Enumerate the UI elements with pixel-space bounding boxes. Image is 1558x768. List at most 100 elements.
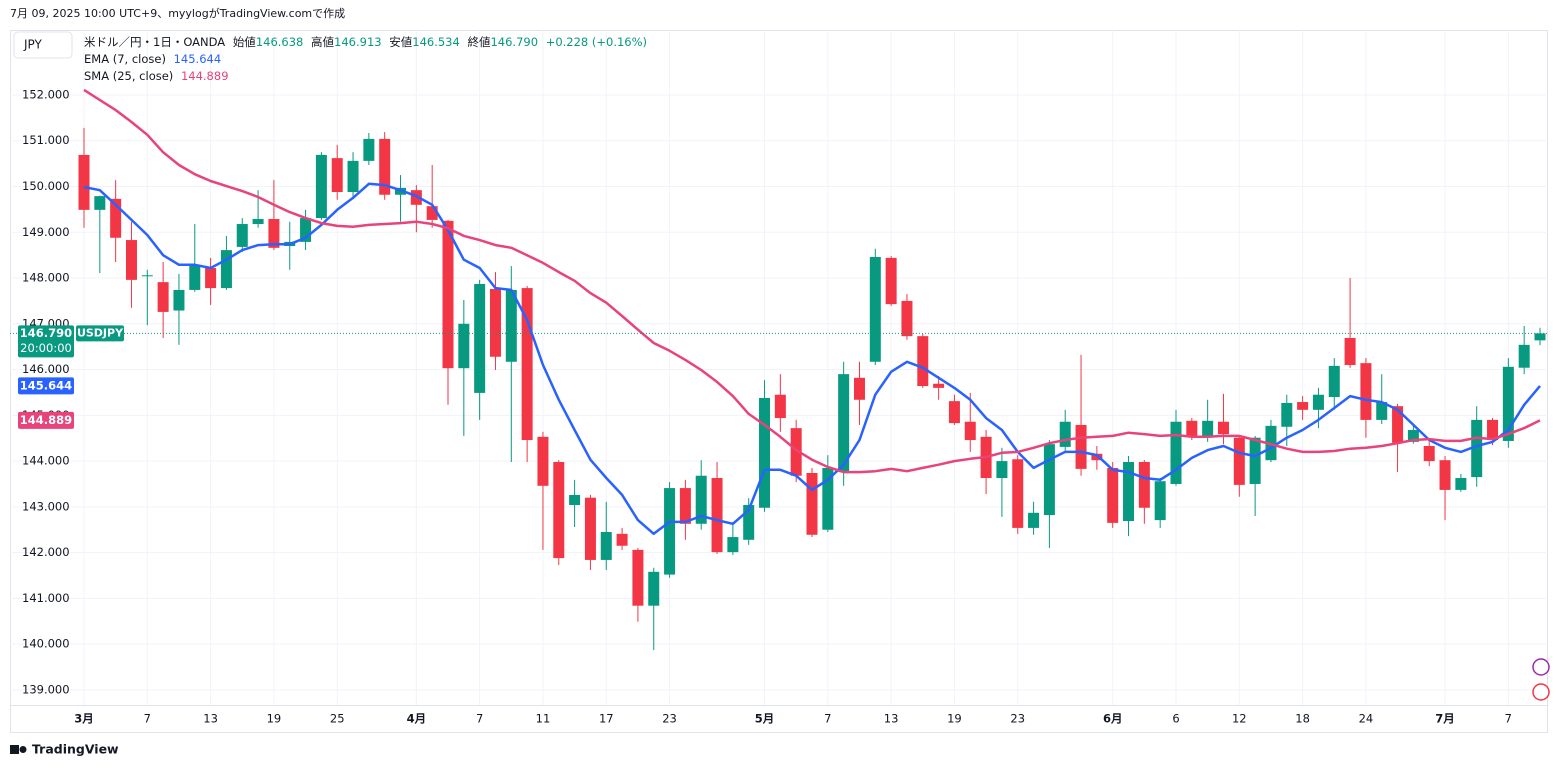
candle-body [869, 256, 881, 362]
y-tick-label: 150.000 [22, 179, 70, 193]
candle-body [901, 300, 913, 337]
y-tick-label: 143.000 [22, 499, 70, 513]
candle-body [1281, 402, 1293, 427]
y-tick-label: 148.000 [22, 271, 70, 285]
candle-body [1249, 437, 1261, 484]
caption: 7月 09, 2025 10:00 UTC+9、myylogがTradingVi… [10, 6, 345, 20]
currency-button[interactable] [13, 31, 73, 59]
ohlc-value: 146.790 [490, 35, 538, 49]
candle-body [315, 154, 327, 219]
candle-body [505, 289, 517, 362]
candle-body [727, 537, 739, 553]
y-tick-label: 144.000 [22, 454, 70, 468]
brand: TradingView [32, 742, 119, 757]
candle-body [363, 138, 375, 161]
x-tick-label: 7 [476, 712, 483, 726]
event-icon[interactable] [1532, 658, 1550, 676]
candle-body [1028, 512, 1040, 528]
candle-body [1233, 437, 1245, 485]
candle-body [711, 478, 723, 553]
x-tick-label: 12 [1232, 712, 1247, 726]
candle-body [379, 138, 391, 195]
candle-body [1012, 459, 1024, 528]
candle-body [933, 383, 945, 388]
candle-body [141, 275, 153, 277]
indicator-badge-label: 145.644 [20, 378, 72, 392]
candle-body [78, 154, 90, 210]
y-tick-label: 149.000 [22, 225, 70, 239]
candle-body [1376, 402, 1388, 420]
x-tick-label: 7月 [1435, 712, 1455, 726]
candle-body [252, 219, 264, 225]
candle-body [1534, 333, 1546, 341]
x-tick-label: 7 [1505, 712, 1512, 726]
candle-body [664, 488, 676, 575]
candle-body [1091, 453, 1103, 461]
ohlc-label: 始値 [233, 35, 256, 49]
x-tick-label: 6 [1172, 712, 1179, 726]
legend-main: 米ドル／円・1日・OANDA 始値146.638 高値146.913 安値146… [84, 35, 647, 49]
x-tick-label: 19 [267, 712, 282, 726]
candle-body [774, 394, 786, 419]
y-tick-label: 140.000 [22, 637, 70, 651]
ohlc-label: 高値 [311, 35, 334, 49]
x-tick-label: 17 [599, 712, 614, 726]
y-tick-label: 139.000 [22, 682, 70, 696]
x-tick-label: 19 [947, 712, 962, 726]
overlay: 139.000 140.000 141.000 142.000 143.000 144.0… [10, 87, 1548, 726]
candle-body [300, 218, 312, 242]
candle-body [1487, 419, 1499, 441]
candle-body [964, 421, 976, 441]
x-tick-label: 23 [1010, 712, 1025, 726]
candle-body [790, 428, 802, 476]
y-tick-label: 151.000 [22, 133, 70, 147]
candle-body [331, 158, 343, 192]
currency-button-label[interactable]: JPY [23, 38, 43, 52]
y-tick-label: 146.000 [22, 362, 70, 376]
legend-ema: EMA (7, close) 145.644 [84, 52, 221, 66]
x-tick-label: 13 [884, 712, 899, 726]
candle-body [474, 283, 486, 393]
candle-body [1186, 420, 1198, 437]
x-tick-label: 11 [536, 712, 551, 726]
candle-body [442, 220, 454, 369]
candle-body [584, 497, 596, 560]
change: +0.228 (+0.16%) [546, 35, 647, 49]
chart-frame [10, 30, 1548, 733]
candle-body [679, 488, 691, 524]
candle-body [1392, 406, 1404, 443]
ohlc-value: 146.534 [412, 35, 460, 49]
candle-body [157, 282, 169, 312]
candle-body [1202, 420, 1214, 437]
candle-body [205, 267, 217, 289]
candle-body [1471, 419, 1483, 478]
candle-body [1123, 462, 1135, 522]
candle-body [853, 377, 865, 400]
x-tick-label: 7 [824, 712, 831, 726]
brand-logo [10, 745, 27, 754]
y-tick-label: 142.000 [22, 545, 70, 559]
candle-body [173, 289, 185, 311]
candle-body [220, 250, 232, 289]
price-badge-label: 146.790 [20, 326, 72, 340]
candle-body [616, 533, 628, 546]
ohlc-label: 安値 [389, 35, 412, 49]
candle-body [1138, 462, 1150, 508]
candle-body [1217, 421, 1229, 435]
legend-name: EMA (7, close) [84, 52, 166, 66]
legend-name: SMA (25, close) [84, 69, 173, 83]
candle-body [1059, 421, 1071, 447]
candle-body [1297, 402, 1309, 410]
x-tick-label: 24 [1359, 712, 1374, 726]
x-tick-label: 13 [203, 712, 218, 726]
legend-title: 米ドル／円・1日・OANDA [84, 35, 225, 49]
countdown: 20:00:00 [20, 341, 72, 355]
legend-value: 144.889 [181, 69, 229, 83]
price-badge [18, 325, 74, 358]
event-icon[interactable] [1532, 683, 1550, 701]
y-tick-label: 152.000 [22, 87, 70, 101]
candle-body [1518, 344, 1530, 368]
candle-body [695, 475, 707, 524]
candle-body [521, 288, 533, 441]
